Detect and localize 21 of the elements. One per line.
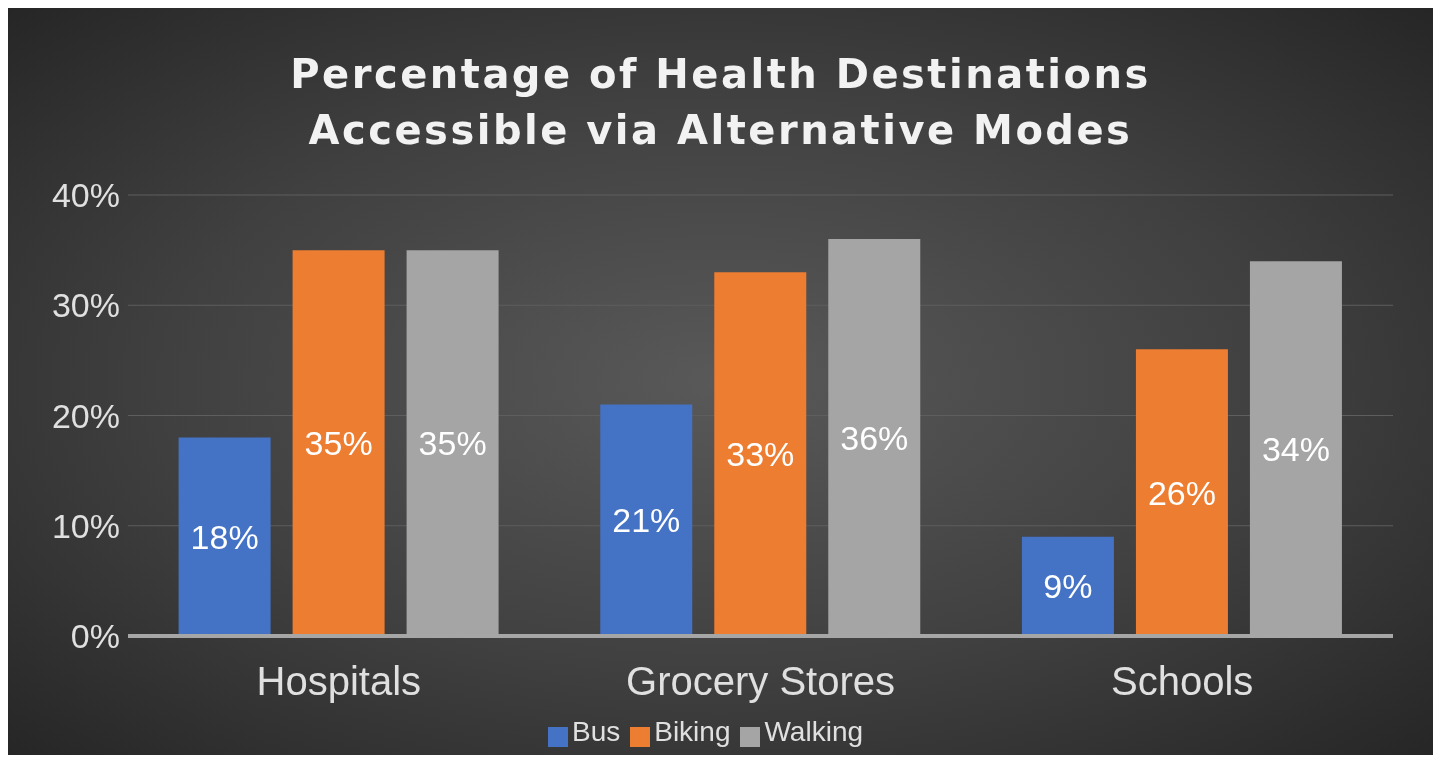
- y-tick-label: 40%: [51, 176, 120, 215]
- y-tick-label: 10%: [51, 506, 120, 545]
- legend-label: Walking: [764, 716, 864, 747]
- legend-label: Bus: [571, 716, 621, 747]
- data-label: 18%: [190, 517, 259, 556]
- data-label: 35%: [418, 424, 487, 463]
- data-label: 35%: [304, 424, 373, 463]
- y-tick-label: 0%: [70, 617, 120, 656]
- data-label: 26%: [1147, 473, 1216, 512]
- x-tick-label: Hospitals: [256, 659, 422, 704]
- data-label: 36%: [840, 418, 909, 457]
- data-label: 21%: [612, 501, 681, 540]
- data-label: 9%: [1043, 567, 1093, 606]
- data-label: 34%: [1261, 429, 1330, 468]
- x-tick-label: Schools: [1111, 659, 1254, 704]
- chart-title: Percentage of Health Destinations Accessible via Alternative Modes: [289, 50, 1152, 155]
- data-label: 33%: [726, 435, 795, 474]
- x-tick-label: Grocery Stores: [626, 659, 895, 704]
- legend-label: Biking: [654, 716, 731, 747]
- y-tick-label: 20%: [51, 396, 120, 435]
- y-tick-label: 30%: [51, 286, 120, 325]
